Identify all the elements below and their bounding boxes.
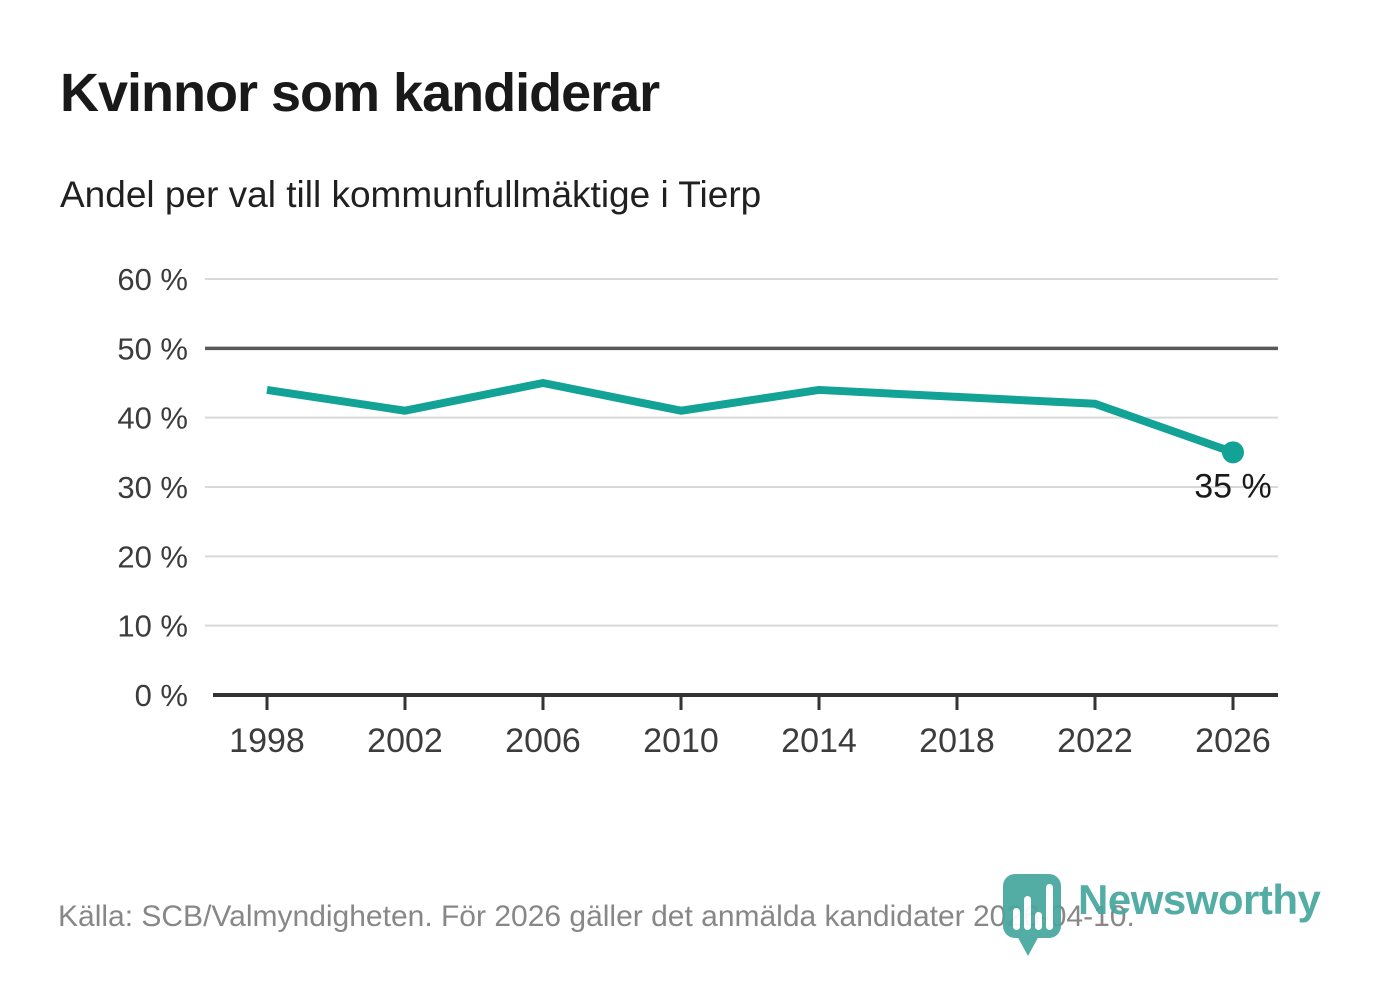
y-axis-label: 10 % — [117, 609, 188, 644]
page-subtitle: Andel per val till kommunfullmäktige i T… — [60, 174, 762, 215]
x-axis-label: 2026 — [1195, 722, 1271, 760]
y-axis-label: 50 % — [117, 331, 188, 366]
x-axis-label: 2002 — [367, 722, 443, 760]
y-axis-label: 30 % — [117, 470, 188, 505]
newsworthy-logo-text: Newsworthy — [1078, 876, 1321, 923]
y-axis-label: 40 % — [117, 401, 188, 436]
y-axis-label: 60 % — [117, 262, 188, 297]
y-axis-label: 0 % — [135, 678, 188, 713]
x-axis-label: 2014 — [781, 722, 857, 760]
x-axis-label: 2022 — [1057, 722, 1133, 760]
x-axis-label: 2006 — [505, 722, 581, 760]
y-axis-label: 20 % — [117, 539, 188, 574]
x-axis-label: 2018 — [919, 722, 995, 760]
end-point-marker — [1222, 441, 1244, 464]
page-title: Kvinnor som kandiderar — [60, 63, 660, 123]
source-note: Källa: SCB/Valmyndigheten. För 2026 gäll… — [58, 900, 1135, 933]
x-axis-label: 2010 — [643, 722, 719, 760]
newsworthy-logo: Newsworthy — [1002, 868, 1321, 958]
x-axis-label: 1998 — [229, 722, 305, 760]
newsworthy-logo-icon — [1003, 874, 1061, 956]
end-point-label: 35 % — [1194, 467, 1272, 505]
data-line — [266, 379, 1235, 457]
